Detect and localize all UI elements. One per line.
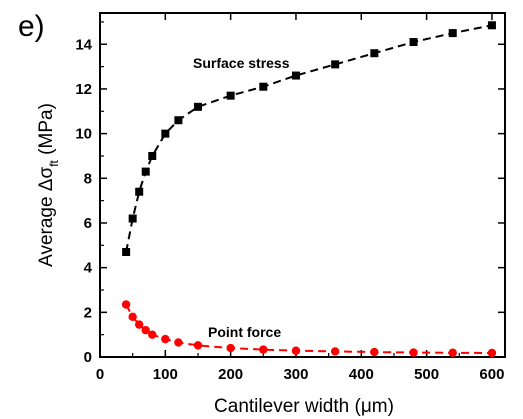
point-force-point bbox=[161, 334, 170, 344]
y-tick-label: 10 bbox=[75, 126, 92, 143]
surface-stress-point bbox=[487, 21, 496, 30]
x-axis-ticks: 0 100 200 300 400 500 600 bbox=[96, 13, 504, 383]
surface-stress-point bbox=[141, 167, 150, 176]
point-force-point bbox=[141, 325, 150, 335]
point-force-point bbox=[291, 346, 301, 355]
point-force-label: Point force bbox=[208, 324, 281, 340]
x-tick-label: 300 bbox=[283, 366, 308, 383]
surface-stress-point bbox=[174, 116, 183, 125]
surface-stress-point bbox=[148, 151, 157, 160]
y-tick-label: 8 bbox=[84, 170, 92, 187]
point-force-point bbox=[370, 347, 379, 357]
y-tick-label: 12 bbox=[75, 81, 92, 98]
plot-frame bbox=[99, 12, 506, 358]
y-axis-title-main: Average Δσ bbox=[36, 167, 57, 267]
point-force-series-line bbox=[125, 304, 492, 354]
surface-stress-point bbox=[122, 248, 131, 257]
point-force-point bbox=[128, 312, 137, 321]
x-tick-label: 100 bbox=[153, 366, 178, 383]
x-tick-label: 600 bbox=[479, 366, 504, 383]
x-tick-label: 500 bbox=[414, 366, 439, 383]
surface-stress-point bbox=[135, 187, 144, 196]
point-force-point bbox=[148, 330, 157, 339]
point-force-point bbox=[193, 341, 203, 350]
point-force-point bbox=[226, 343, 235, 353]
point-force-point bbox=[121, 300, 131, 309]
surface-stress-point bbox=[161, 129, 170, 138]
surface-stress-point bbox=[226, 91, 235, 100]
y-tick-label: 4 bbox=[84, 260, 93, 277]
surface-stress-point bbox=[259, 82, 268, 91]
surface-stress-point bbox=[291, 71, 300, 80]
surface-stress-point bbox=[128, 214, 137, 223]
y-tick-label: 0 bbox=[84, 349, 92, 366]
x-tick-label: 400 bbox=[349, 366, 374, 383]
y-tick-label: 6 bbox=[84, 215, 92, 232]
y-axis-title-subscript: ft bbox=[47, 159, 61, 166]
surface-stress-point bbox=[193, 102, 202, 111]
point-force-point bbox=[259, 345, 268, 354]
x-axis-title: Cantilever width (μm) bbox=[214, 396, 394, 417]
point-force-point bbox=[487, 348, 497, 358]
point-force-point bbox=[330, 347, 340, 356]
point-force-point bbox=[448, 348, 457, 357]
point-force-point bbox=[134, 320, 144, 329]
x-tick-label: 200 bbox=[218, 366, 243, 383]
x-tick-label: 0 bbox=[96, 366, 104, 383]
point-force-point bbox=[174, 338, 183, 347]
surface-stress-label: Surface stress bbox=[193, 55, 290, 71]
y-axis-title-unit: (MPa) bbox=[36, 103, 57, 160]
surface-stress-series-line bbox=[125, 24, 493, 253]
y-tick-label: 2 bbox=[84, 304, 92, 321]
surface-stress-point bbox=[370, 49, 379, 58]
point-force-point bbox=[409, 348, 418, 357]
surface-stress-point bbox=[448, 29, 457, 38]
panel-label: e) bbox=[18, 10, 45, 43]
series-layer bbox=[121, 21, 497, 358]
y-axis-ticks: 0 2 4 6 8 10 12 14 bbox=[75, 21, 505, 366]
y-tick-label: 14 bbox=[75, 36, 92, 53]
plot-area bbox=[99, 12, 506, 358]
surface-stress-point bbox=[331, 60, 340, 69]
y-axis-title: Average Δσft (MPa) bbox=[36, 103, 61, 267]
surface-stress-point bbox=[409, 38, 418, 47]
